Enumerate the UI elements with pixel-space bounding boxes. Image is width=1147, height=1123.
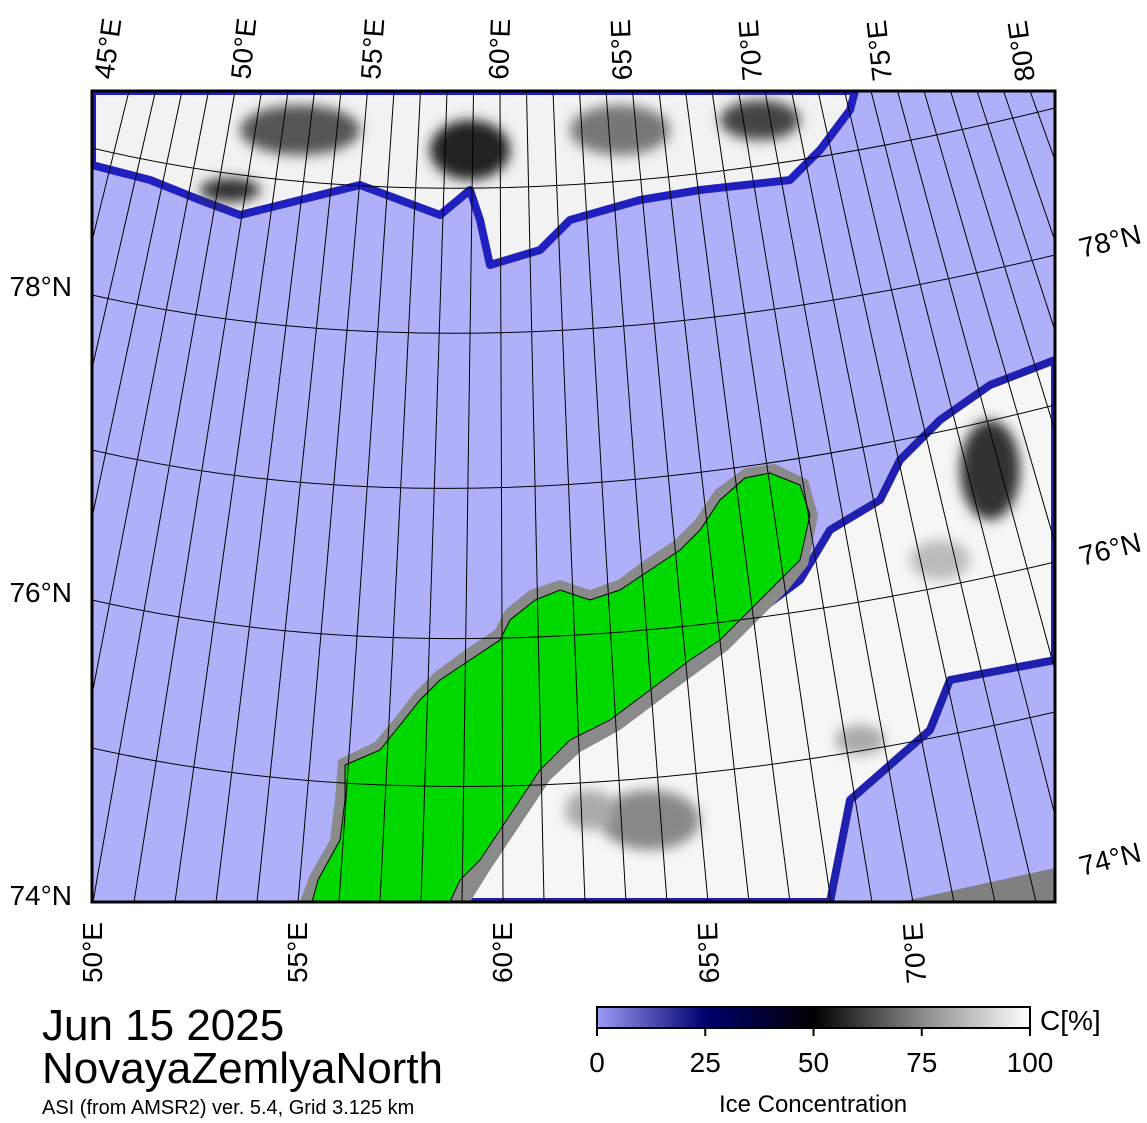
meridian	[923, 91, 1055, 545]
source: ASI (from AMSR2) ver. 5.4, Grid 3.125 km	[42, 1097, 414, 1119]
coord-label: 55°E	[282, 922, 313, 983]
colorbar-tick-label: 100	[1007, 1047, 1054, 1078]
coord-label: 70°E	[733, 19, 768, 82]
coord-label: 65°E	[605, 19, 638, 81]
meridian	[658, 91, 750, 902]
meridian	[297, 91, 368, 902]
coord-label: 74°N	[1076, 837, 1144, 882]
meridian	[738, 91, 873, 902]
coord-label: 76°N	[9, 577, 72, 608]
graticule	[92, 91, 1055, 902]
meridian	[526, 91, 545, 902]
meridian	[1003, 91, 1055, 243]
meridian	[764, 91, 914, 902]
colorbar-tick-label: 75	[906, 1047, 937, 1078]
meridian	[92, 91, 130, 244]
parallel	[92, 404, 1055, 489]
coord-label: 78°N	[9, 271, 72, 302]
colorbar-label: Ice Concentration	[719, 1091, 907, 1118]
meridian	[976, 91, 1055, 333]
ice-texture-east	[565, 420, 1020, 850]
coord-label: 74°N	[9, 880, 72, 911]
meridian	[256, 91, 342, 902]
coord-label: 75°E	[861, 19, 898, 83]
meridian	[499, 91, 504, 902]
meridian	[133, 91, 262, 902]
meridian	[552, 91, 586, 902]
coord-label: 70°E	[897, 922, 932, 985]
coord-label: 80°E	[1002, 19, 1041, 84]
colorbar-unit: C[%]	[1040, 1005, 1101, 1036]
meridian	[844, 91, 1037, 902]
land-east	[900, 868, 1055, 902]
meridian	[379, 91, 421, 902]
coord-label: 60°E	[483, 18, 516, 80]
meridian	[711, 91, 832, 902]
novaya-zemlya	[311, 472, 811, 902]
colorbar-tick-label: 0	[589, 1047, 605, 1078]
region: NovayaZemlyaNorth	[42, 1044, 443, 1093]
parallel	[92, 711, 1055, 787]
coord-label: 55°E	[355, 17, 390, 80]
meridian	[420, 91, 448, 902]
coord-label: 78°N	[1076, 219, 1144, 264]
colorbar	[596, 1006, 1031, 1029]
meridian	[92, 91, 183, 521]
meridian	[632, 91, 709, 902]
meridian	[338, 91, 395, 902]
meridian	[92, 91, 156, 371]
meridian	[215, 91, 315, 902]
meridian	[92, 91, 209, 698]
meridian	[579, 91, 627, 902]
coord-label: 45°E	[88, 16, 127, 81]
meridian	[685, 91, 791, 902]
date: Jun 15 2025	[42, 1001, 284, 1050]
meridian	[817, 91, 996, 902]
coordinate-labels: 45°E 50°E 55°E 60°E 65°E 70°E 75°E 80°E 50°E 55°E…	[9, 16, 1144, 985]
coord-label: 50°E	[77, 922, 108, 983]
meridian	[461, 91, 474, 902]
map-area	[92, 91, 1055, 902]
coord-label: 76°N	[1076, 527, 1144, 572]
parallel	[92, 254, 1055, 334]
colorbar-tick-label: 50	[798, 1047, 829, 1078]
parallel	[92, 561, 1055, 640]
meridian	[897, 91, 1055, 673]
meridian	[950, 91, 1055, 433]
coord-label: 60°E	[487, 922, 518, 983]
ice-texture-north	[200, 100, 800, 202]
meridian	[870, 91, 1055, 818]
meridian	[605, 91, 668, 902]
parallel	[92, 107, 1055, 189]
meridian	[791, 91, 955, 902]
colorbar-tick-label: 25	[690, 1047, 721, 1078]
coord-label: 65°E	[692, 922, 725, 984]
coord-label: 50°E	[225, 17, 262, 81]
meridian	[92, 91, 236, 902]
map-frame	[90, 89, 1057, 904]
